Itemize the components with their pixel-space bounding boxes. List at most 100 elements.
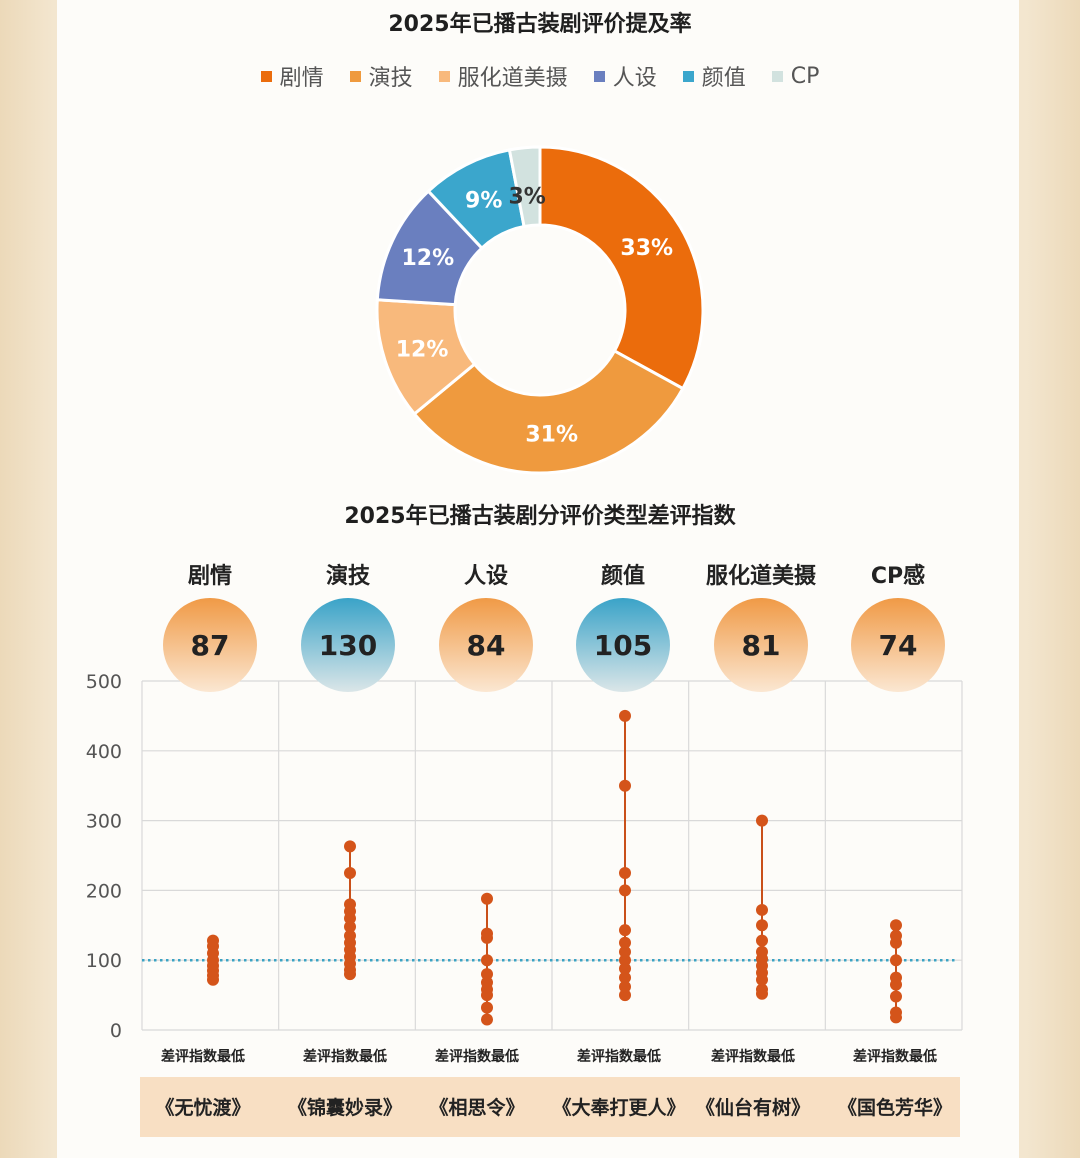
category-label: 剧情 [188,563,232,589]
legend-swatch [593,70,605,82]
y-tick-label: 100 [86,950,122,972]
donut-slice-label: 12% [401,246,454,271]
data-point [890,919,902,932]
data-point [619,971,631,984]
dot-chart-title: 2025年已播古装剧分评价类型差评指数 [344,504,736,529]
data-point [481,892,493,905]
headline-circle [163,598,257,692]
legend-item: 服化道美摄 [438,60,568,92]
legend-item: 颜值 [682,60,746,92]
data-point [756,919,768,932]
data-point [756,945,768,958]
legend-swatch [438,70,450,82]
donut-slice-label: 31% [525,422,578,447]
headline-circle [851,598,945,692]
headline-value: 81 [742,629,781,662]
data-point [890,1006,902,1019]
donut-chart: 33% 31% 12% 12% 9% 3% [375,145,705,475]
data-point [619,954,631,967]
data-point [619,980,631,993]
drama-name: 《国色芳华》 [838,1096,952,1119]
headline-value: 105 [594,629,652,662]
data-point [481,1001,493,1014]
x-axis-label: 差评指数最低 [435,1048,519,1065]
x-axis-label: 差评指数最低 [577,1048,661,1065]
y-tick-label: 500 [86,671,122,693]
data-point [890,929,902,942]
x-axis-label: 差评指数最低 [161,1048,245,1065]
data-point [619,924,631,937]
donut-title: 2025年已播古装剧评价提及率 [388,12,692,37]
legend-item: 人设 [593,60,657,92]
legend-item: 演技 [349,60,413,92]
headline-value: 74 [879,629,918,662]
category-label: 演技 [326,563,371,589]
data-point [481,968,493,981]
dot-chart: 0 100 200 300 400 500 剧情 87 差评指数最低《无忧渡》 演技 130 差评指数… [86,563,963,1137]
x-axis-label: 差评指数最低 [303,1048,387,1065]
headline-circle [439,598,533,692]
data-point [890,954,902,967]
legend-label: 人设 [612,66,657,91]
data-point [619,866,631,879]
donut-legend: 剧情 演技 服化道美摄 人设 颜值 CP [0,60,1080,92]
data-point [619,945,631,958]
data-point [344,920,356,933]
drama-name: 《大奉打更人》 [552,1096,685,1119]
drama-name: 《锦囊妙录》 [288,1096,402,1119]
x-axis-label: 差评指数最低 [853,1048,937,1065]
data-point [619,962,631,975]
donut-slice [538,145,705,391]
y-tick-label: 0 [110,1020,122,1042]
y-tick-label: 300 [86,811,122,833]
data-point [619,884,631,897]
drama-name: 《相思令》 [429,1096,524,1119]
data-point [481,976,493,989]
category-label: CP感 [871,563,925,589]
legend-swatch [260,70,272,82]
data-point [619,989,631,1002]
data-point [344,866,356,879]
y-tick-label: 400 [86,741,122,763]
donut-slice-label: 12% [396,337,449,362]
headline-value: 84 [467,629,506,662]
legend-label: CP [790,63,820,89]
headline-value: 87 [191,629,230,662]
drama-name: 《无忧渡》 [155,1096,250,1119]
drama-name: 《仙台有树》 [696,1096,810,1119]
data-point [756,983,768,996]
legend-label: 服化道美摄 [457,66,568,91]
donut-slice [507,145,542,229]
data-point [619,936,631,949]
donut-slice-label: 33% [620,236,673,261]
data-point [481,1013,493,1026]
data-point [756,903,768,916]
category-label: 服化道美摄 [706,563,817,589]
donut-slice [412,348,685,475]
data-point [344,929,356,942]
legend-label: 演技 [368,66,413,91]
data-point [619,779,631,792]
x-axis-label: 差评指数最低 [711,1048,795,1065]
data-point [756,934,768,947]
data-point [481,927,493,940]
data-point [890,990,902,1003]
data-point [344,898,356,911]
headline-value: 130 [319,629,377,662]
legend-label: 颜值 [701,66,746,91]
data-point [481,954,493,967]
legend-swatch [682,70,694,82]
y-tick-label: 200 [86,880,122,902]
category-label: 颜值 [601,563,645,589]
legend-label: 剧情 [279,66,324,91]
legend-item: CP [771,60,820,92]
donut-slice-label: 9% [465,189,502,214]
legend-swatch [771,70,783,82]
headline-circle [576,598,670,692]
headline-circle [714,598,808,692]
headline-circle [301,598,395,692]
legend-item: 剧情 [260,60,324,92]
donut-slice-label: 3% [509,185,546,210]
data-point [890,971,902,984]
drama-band [140,1077,960,1137]
